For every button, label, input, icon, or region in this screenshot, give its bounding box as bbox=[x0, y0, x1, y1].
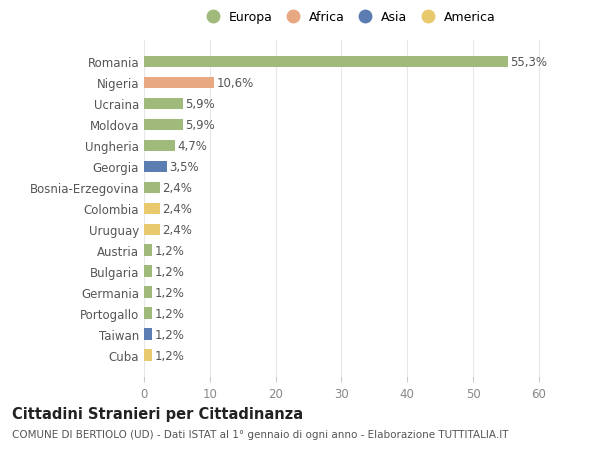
Text: 1,2%: 1,2% bbox=[155, 244, 184, 257]
Bar bbox=[144, 203, 160, 215]
Text: 1,2%: 1,2% bbox=[155, 286, 184, 299]
Bar bbox=[144, 287, 152, 298]
Text: Cittadini Stranieri per Cittadinanza: Cittadini Stranieri per Cittadinanza bbox=[12, 406, 303, 421]
Legend: Europa, Africa, Asia, America: Europa, Africa, Asia, America bbox=[197, 7, 499, 28]
Bar bbox=[144, 224, 160, 235]
Text: 1,2%: 1,2% bbox=[155, 265, 184, 278]
Bar bbox=[144, 98, 183, 110]
Text: 3,5%: 3,5% bbox=[170, 161, 199, 174]
Text: 2,4%: 2,4% bbox=[163, 223, 193, 236]
Bar bbox=[144, 245, 152, 257]
Text: 55,3%: 55,3% bbox=[511, 56, 548, 69]
Text: 5,9%: 5,9% bbox=[185, 118, 215, 132]
Bar bbox=[144, 329, 152, 340]
Bar bbox=[144, 182, 160, 194]
Bar bbox=[144, 140, 175, 152]
Text: 1,2%: 1,2% bbox=[155, 328, 184, 341]
Text: COMUNE DI BERTIOLO (UD) - Dati ISTAT al 1° gennaio di ogni anno - Elaborazione T: COMUNE DI BERTIOLO (UD) - Dati ISTAT al … bbox=[12, 429, 509, 439]
Bar bbox=[144, 308, 152, 319]
Bar bbox=[144, 78, 214, 89]
Text: 10,6%: 10,6% bbox=[217, 77, 254, 90]
Bar bbox=[144, 350, 152, 361]
Text: 5,9%: 5,9% bbox=[185, 98, 215, 111]
Text: 2,4%: 2,4% bbox=[163, 181, 193, 195]
Text: 2,4%: 2,4% bbox=[163, 202, 193, 215]
Text: 4,7%: 4,7% bbox=[178, 140, 208, 152]
Bar bbox=[144, 161, 167, 173]
Text: 1,2%: 1,2% bbox=[155, 349, 184, 362]
Bar bbox=[144, 56, 508, 68]
Bar bbox=[144, 119, 183, 131]
Text: 1,2%: 1,2% bbox=[155, 307, 184, 320]
Bar bbox=[144, 266, 152, 277]
